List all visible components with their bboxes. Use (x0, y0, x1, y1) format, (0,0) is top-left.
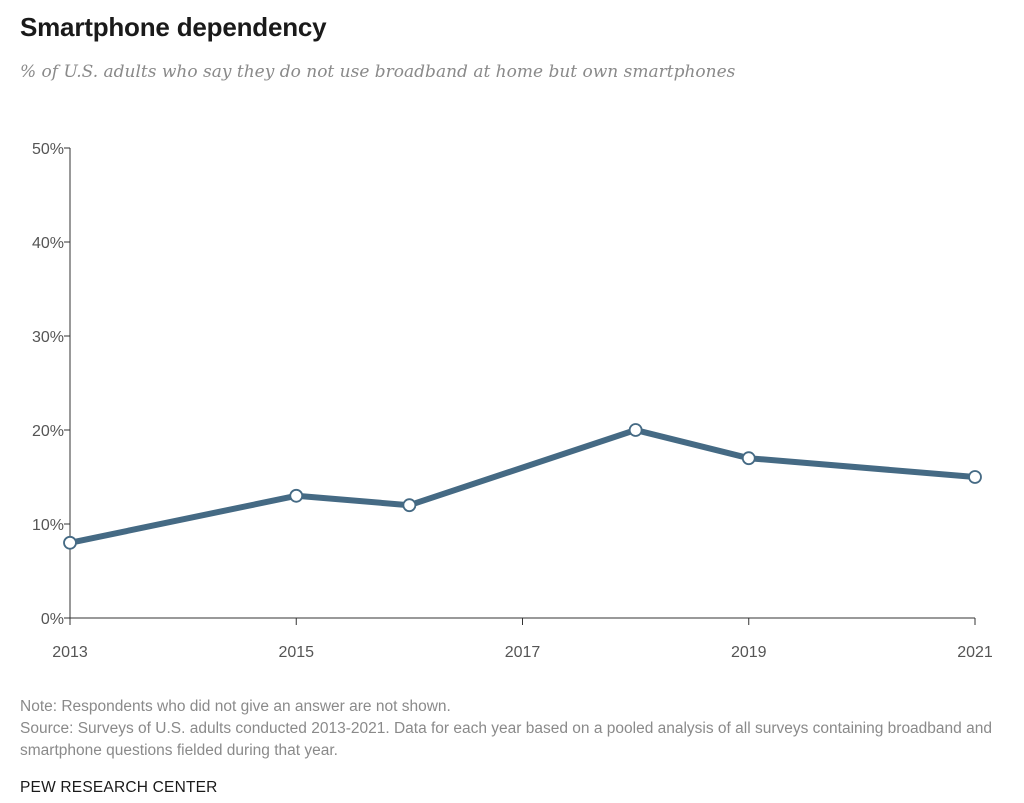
data-point-2018 (628, 423, 643, 437)
series-lines (67, 427, 978, 546)
data-point-2015 (289, 488, 304, 503)
x-tick-label: 2015 (278, 644, 314, 661)
x-tick-label: 2021 (957, 644, 993, 661)
y-tick-label: 20% (32, 423, 64, 440)
data-point-2016 (402, 498, 417, 513)
note-text: Note: Respondents who did not give an an… (20, 698, 451, 715)
y-tick-label: 50% (32, 141, 64, 158)
credit-text: PEW RESEARCH CENTER (20, 779, 218, 796)
source-text: Source: Surveys of U.S. adults conducted… (20, 720, 992, 759)
data-point-2021 (968, 470, 982, 484)
y-tick-label: 40% (32, 235, 64, 252)
chart-title: Smartphone dependency (20, 12, 327, 42)
x-axis: 2013 2015 2017 2019 2021 (52, 617, 993, 661)
y-tick-label: 0% (41, 611, 64, 628)
series-line (67, 427, 978, 546)
data-point-2013 (63, 535, 77, 550)
y-tick-label: 30% (32, 329, 64, 346)
y-tick-label: 10% (32, 517, 64, 534)
x-tick-label: 2019 (731, 644, 767, 661)
line-chart: 0% 10% 20% 30% 40% 50% 2013 2015 2017 2019 2021 (32, 141, 993, 661)
data-point-2019 (741, 451, 756, 466)
x-tick-label: 2013 (52, 644, 88, 661)
y-axis: 0% 10% 20% 30% 40% 50% (32, 141, 71, 628)
series-markers (63, 423, 982, 550)
chart-notes: Note: Respondents who did not give an an… (20, 696, 1010, 762)
chart-subtitle: % of U.S. adults who say they do not use… (20, 62, 736, 82)
x-tick-label: 2017 (505, 644, 541, 661)
